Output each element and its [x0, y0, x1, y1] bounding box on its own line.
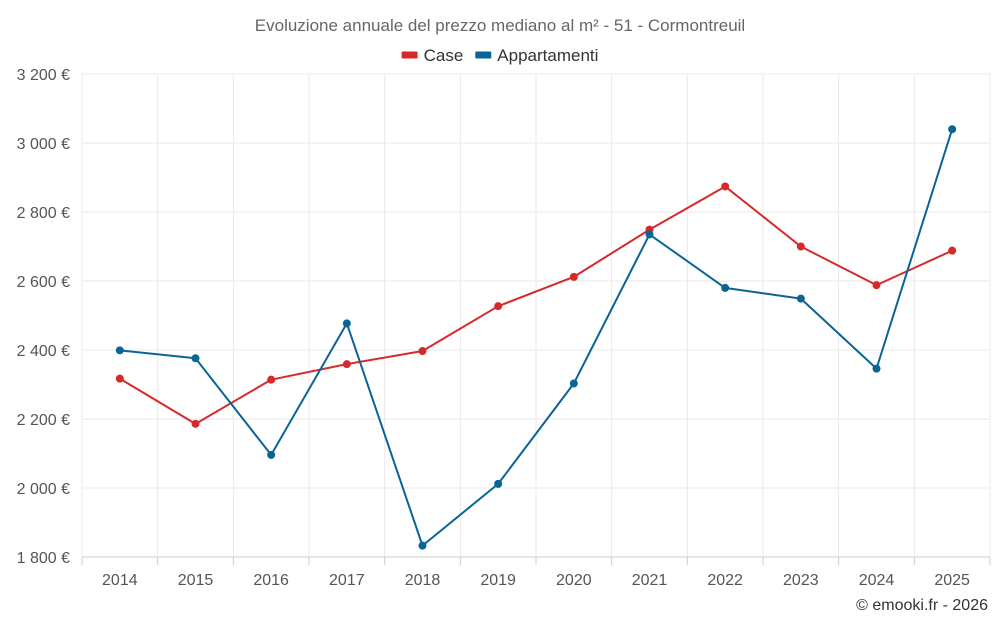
x-tick-label: 2022	[707, 572, 743, 589]
data-point-appartamenti[interactable]	[418, 541, 427, 550]
x-tick-label: 2021	[632, 572, 668, 589]
x-tick-label: 2017	[329, 572, 365, 589]
y-tick-label: 2 600 €	[17, 274, 70, 291]
data-point-case[interactable]	[721, 182, 730, 191]
series-case	[115, 182, 957, 428]
legend: Case Appartamenti	[401, 46, 598, 65]
series-group	[115, 125, 957, 550]
x-tick-label: 2024	[859, 572, 895, 589]
legend-swatch	[475, 51, 492, 59]
data-point-case[interactable]	[872, 281, 881, 290]
data-point-appartamenti[interactable]	[191, 354, 200, 363]
data-point-appartamenti[interactable]	[569, 379, 578, 388]
data-point-appartamenti[interactable]	[267, 450, 276, 459]
x-tick-label: 2025	[934, 572, 970, 589]
y-tick-label: 1 800 €	[17, 550, 70, 567]
grid	[81, 73, 991, 558]
x-tick-label: 2015	[178, 572, 214, 589]
data-point-case[interactable]	[418, 347, 427, 356]
chart-title: Evoluzione annuale del prezzo mediano al…	[255, 16, 745, 35]
x-tick-label: 2019	[480, 572, 516, 589]
data-point-appartamenti[interactable]	[948, 125, 957, 134]
data-point-appartamenti[interactable]	[872, 364, 881, 373]
x-tick-label: 2018	[405, 572, 441, 589]
x-axis: 2014 2015 2016 2017 2018 2019 2020 2021 2022 2023…	[81, 557, 991, 589]
data-point-case[interactable]	[948, 246, 957, 255]
data-point-case[interactable]	[796, 242, 805, 251]
legend-label: Appartamenti	[497, 46, 598, 65]
legend-label: Case	[424, 46, 464, 65]
data-point-case[interactable]	[569, 272, 578, 281]
series-appartamenti	[115, 125, 957, 550]
data-point-appartamenti[interactable]	[342, 319, 351, 328]
data-point-appartamenti[interactable]	[115, 346, 124, 355]
y-axis: 1 800 € 2 000 € 2 200 € 2 400 € 2 600 € 2 800…	[17, 67, 70, 567]
x-tick-label: 2023	[783, 572, 819, 589]
x-tick-label: 2016	[253, 572, 289, 589]
data-point-case[interactable]	[342, 360, 351, 369]
y-tick-label: 2 000 €	[17, 481, 70, 498]
legend-swatch	[401, 51, 418, 59]
y-tick-label: 2 800 €	[17, 205, 70, 222]
x-tick-label: 2020	[556, 572, 592, 589]
y-tick-label: 3 200 €	[17, 67, 70, 84]
x-tick-label: 2014	[102, 572, 138, 589]
data-point-appartamenti[interactable]	[721, 283, 730, 292]
data-point-case[interactable]	[494, 302, 503, 311]
y-tick-label: 3 000 €	[17, 136, 70, 153]
legend-item-appartamenti[interactable]: Appartamenti	[475, 46, 598, 65]
legend-item-case[interactable]: Case	[401, 46, 464, 65]
y-tick-label: 2 400 €	[17, 343, 70, 360]
credit-text: © emooki.fr - 2026	[856, 597, 988, 614]
y-tick-label: 2 200 €	[17, 412, 70, 429]
data-point-case[interactable]	[191, 419, 200, 428]
data-point-appartamenti[interactable]	[796, 294, 805, 303]
data-point-appartamenti[interactable]	[494, 479, 503, 488]
series-line-case	[119, 185, 953, 425]
data-point-appartamenti[interactable]	[645, 230, 654, 239]
series-line-appartamenti	[119, 128, 954, 547]
data-point-case[interactable]	[267, 375, 276, 384]
data-point-case[interactable]	[115, 374, 124, 383]
